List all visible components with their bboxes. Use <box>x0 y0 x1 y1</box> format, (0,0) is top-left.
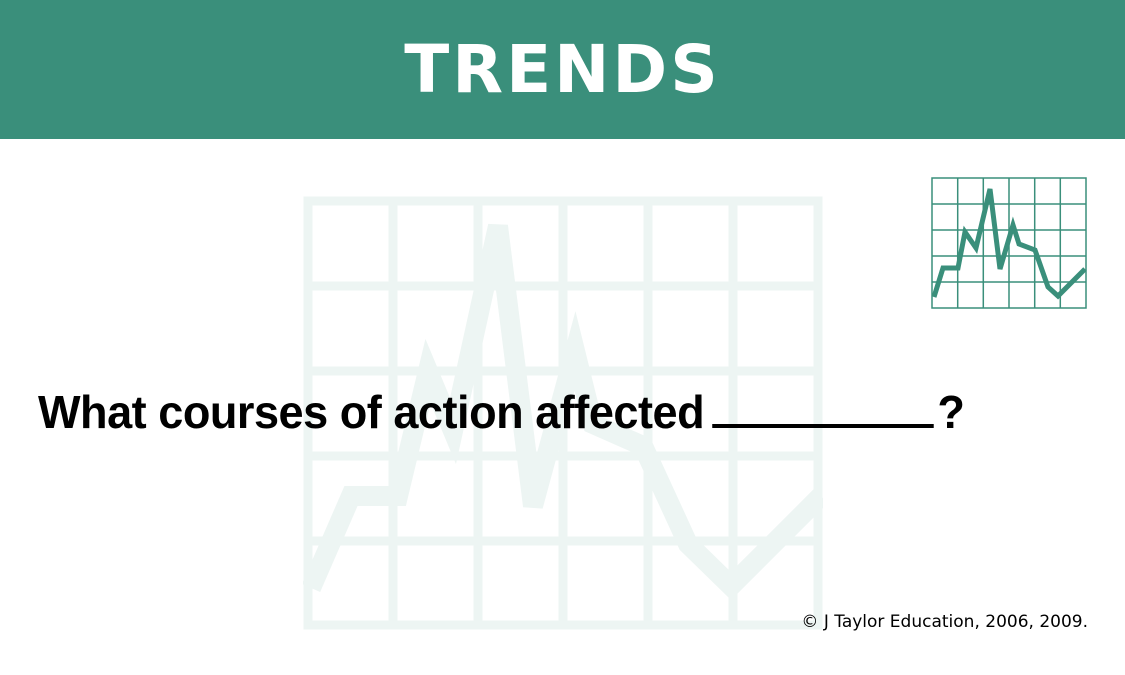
trend-chart-watermark-icon <box>303 196 823 630</box>
page-title: TRENDS <box>404 31 721 108</box>
title-banner: TRENDS <box>0 0 1125 139</box>
question-mark: ? <box>937 386 965 438</box>
question-prompt: What courses of action affected <box>38 386 705 438</box>
copyright-notice: © J Taylor Education, 2006, 2009. <box>801 612 1088 632</box>
question-text: What courses of action affected? <box>38 380 965 442</box>
answer-blank <box>711 380 934 428</box>
trend-chart-icon <box>931 177 1087 309</box>
